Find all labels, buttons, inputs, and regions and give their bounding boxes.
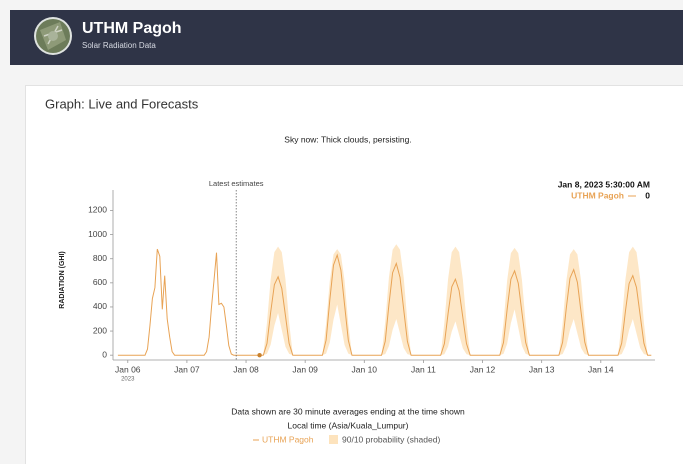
current-point bbox=[257, 352, 262, 358]
y-tick-label: 400 bbox=[93, 301, 107, 311]
y-axis-label: RADIATION (GHI) bbox=[59, 251, 66, 308]
legend-label: UTHM Pagoh bbox=[262, 434, 314, 444]
x-tick-label: Jan 06 bbox=[115, 364, 141, 374]
x-tick-label: Jan 07 bbox=[174, 364, 200, 374]
sky-status: Sky now: Thick clouds, persisting. bbox=[284, 134, 411, 144]
x-tick-label: Jan 11 bbox=[411, 364, 436, 374]
probability-band bbox=[263, 244, 648, 356]
x-tick-sublabel: 2023 bbox=[121, 377, 135, 383]
hover-time: Jan 8, 2023 5:30:00 AM bbox=[558, 179, 650, 189]
x-tick-label: Jan 12 bbox=[470, 364, 496, 374]
hover-series: UTHM Pagoh bbox=[571, 190, 624, 200]
x-tick-label: Jan 14 bbox=[588, 364, 614, 374]
hover-value: 0 bbox=[645, 190, 650, 200]
x-tick-label: Jan 13 bbox=[529, 364, 555, 374]
logo bbox=[34, 17, 72, 55]
app-subtitle: Solar Radiation Data bbox=[82, 41, 156, 50]
y-tick-label: 200 bbox=[93, 325, 107, 335]
header-bar bbox=[10, 10, 683, 65]
legend-label: 90/10 probability (shaded) bbox=[342, 434, 440, 444]
y-tick-label: 1200 bbox=[88, 205, 107, 215]
legend-swatch-band bbox=[329, 435, 338, 444]
y-tick-label: 0 bbox=[102, 349, 107, 359]
y-tick-label: 1000 bbox=[88, 229, 107, 239]
radiation-line bbox=[117, 248, 652, 356]
x-tick-label: Jan 09 bbox=[292, 364, 318, 374]
note: Local time (Asia/Kuala_Lumpur) bbox=[288, 420, 409, 430]
annotation-label: Latest estimates bbox=[209, 179, 264, 188]
x-tick-label: Jan 10 bbox=[352, 364, 378, 374]
app-title: UTHM Pagoh bbox=[82, 20, 182, 37]
y-tick-label: 800 bbox=[93, 253, 107, 263]
card-title: Graph: Live and Forecasts bbox=[45, 96, 199, 111]
y-tick-label: 600 bbox=[93, 277, 107, 287]
note: Data shown are 30 minute averages ending… bbox=[231, 406, 465, 416]
x-tick-label: Jan 08 bbox=[233, 364, 259, 374]
